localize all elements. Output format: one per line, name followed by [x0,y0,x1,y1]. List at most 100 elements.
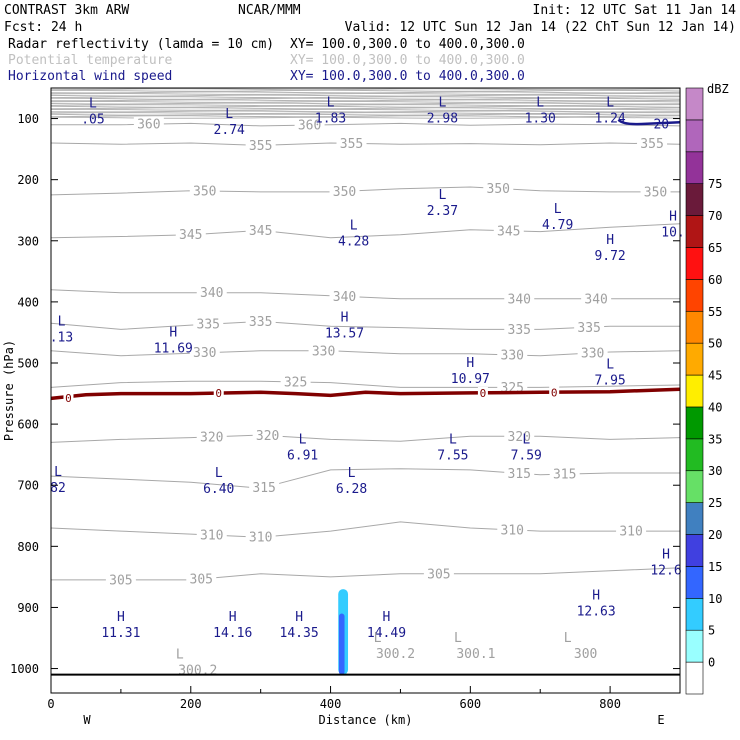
wind-zero-label-bg [63,391,74,404]
theta-label-325: 325 [284,375,307,390]
colorbar-cell [685,470,704,503]
colorbar-cell [685,215,704,248]
wind-speed-value: 6.40 [203,482,234,497]
theta-label-310: 310 [249,531,272,546]
west-label: W [83,713,91,727]
theta-label-335: 335 [249,315,272,330]
field-xy: XY= 100.0,300.0 to 400.0,300.0 [290,53,525,68]
theta-label-bg [189,345,220,360]
colorbar-cell [685,87,704,121]
y-tick-label: 600 [17,418,39,432]
theta-label-bg [329,289,360,304]
field-xy: XY= 100.0,300.0 to 400.0,300.0 [290,69,525,84]
theta-contour-310 [50,521,680,538]
theta-label-bg [245,314,276,329]
theta-surface-value: 300 [574,647,597,662]
wind-high-marker: H [169,326,177,341]
wind-speed-value: 1.30 [525,111,556,126]
wind-speed-value: 11.31 [101,626,140,641]
theta-label-335: 335 [577,321,600,336]
colorbar-cell [685,279,704,312]
wind-speed-value: 14.35 [280,626,319,641]
colorbar-label: 25 [708,496,722,510]
theta-label-340: 340 [200,286,223,301]
colorbar-label: 20 [708,528,722,542]
theta-label-315: 315 [553,468,576,483]
wind-zero-label: 0 [215,387,222,400]
wind-high-marker: H [229,610,237,625]
wind-high-marker: H [592,588,600,603]
y-axis-title: Pressure (hPa) [2,340,16,441]
theta-label-360: 360 [137,118,160,133]
theta-label-340: 340 [508,292,531,307]
colorbar-unit: dBZ [707,82,729,96]
wind-speed-value: 14.16 [213,626,252,641]
theta-label-315: 315 [252,481,275,496]
theta-label-bg [133,117,164,132]
theta-upper-contour [50,97,681,100]
y-tick-label: 100 [17,112,39,126]
colorbar-label: 5 [708,624,715,638]
theta-label-310: 310 [200,529,223,544]
theta-label-bg [245,138,276,153]
theta-upper-contour [50,96,681,99]
theta-label-bg [196,429,227,444]
wind-low-marker: L [438,188,446,203]
wind-speed-value: .05 [81,113,104,128]
colorbar-cell [685,502,704,535]
wind-zero-label-bg [477,386,488,399]
theta-label-310: 310 [619,525,642,540]
colorbar-label: 40 [708,400,722,414]
theta-contour-320 [50,434,681,443]
wind-speed-value: 7.55 [437,449,468,464]
header-org: NCAR/MMM [238,3,301,18]
wind-speed-value: 82 [50,481,66,496]
x-tick-label: 200 [180,697,202,711]
theta-label-355: 355 [340,137,363,152]
wind-speed-value: 1.83 [315,111,346,126]
y-tick-label: 400 [17,295,39,309]
theta-label-bg [637,136,668,151]
theta-label-350: 350 [487,182,510,197]
theta-label-bg [493,223,524,238]
x-tick-label: 800 [599,697,621,711]
x-tick-label: 400 [320,697,342,711]
theta-contour-340 [50,289,680,300]
theta-label-330: 330 [193,346,216,361]
theta-upper-contour [50,91,681,94]
wind-speed-value: 4.28 [338,235,369,250]
east-label: E [657,713,664,727]
wind-low-marker: L [327,95,335,110]
theta-label-bg [336,136,367,151]
theta-low-marker: L [564,631,572,646]
theta-label-350: 350 [193,184,216,199]
wind-zero-label: 0 [65,392,72,405]
wind-low-marker: L [215,466,223,481]
plot-frame [50,87,681,694]
theta-upper-contour [50,102,681,105]
wind-speed-value: 1.24 [594,111,625,126]
wind-speed-value: 12.6 [650,564,681,579]
wind-speed-contour [617,118,681,126]
theta-label-315: 315 [508,467,531,482]
wind-speed-value: 10. [661,226,684,241]
theta-label-bg [423,566,454,581]
wind-low-marker: L [89,97,97,112]
wind-speed-value: 2.98 [427,111,458,126]
theta-upper-contour [50,92,681,96]
y-tick-label: 1000 [10,662,39,676]
theta-upper-contour [50,107,681,110]
theta-label-bg [574,320,605,335]
theta-label-bg [280,374,311,389]
theta-label-bg [577,345,608,360]
theta-label-bg [308,343,339,358]
theta-low-marker: L [454,631,462,646]
field-name: Horizontal wind speed [8,69,172,84]
theta-label-bg [483,181,514,196]
x-axis-title: Distance (km) [319,713,413,727]
colorbar-cell [685,374,704,408]
colorbar-cell [685,661,704,695]
theta-label-bg [175,227,206,242]
colorbar-label: 0 [708,656,715,670]
